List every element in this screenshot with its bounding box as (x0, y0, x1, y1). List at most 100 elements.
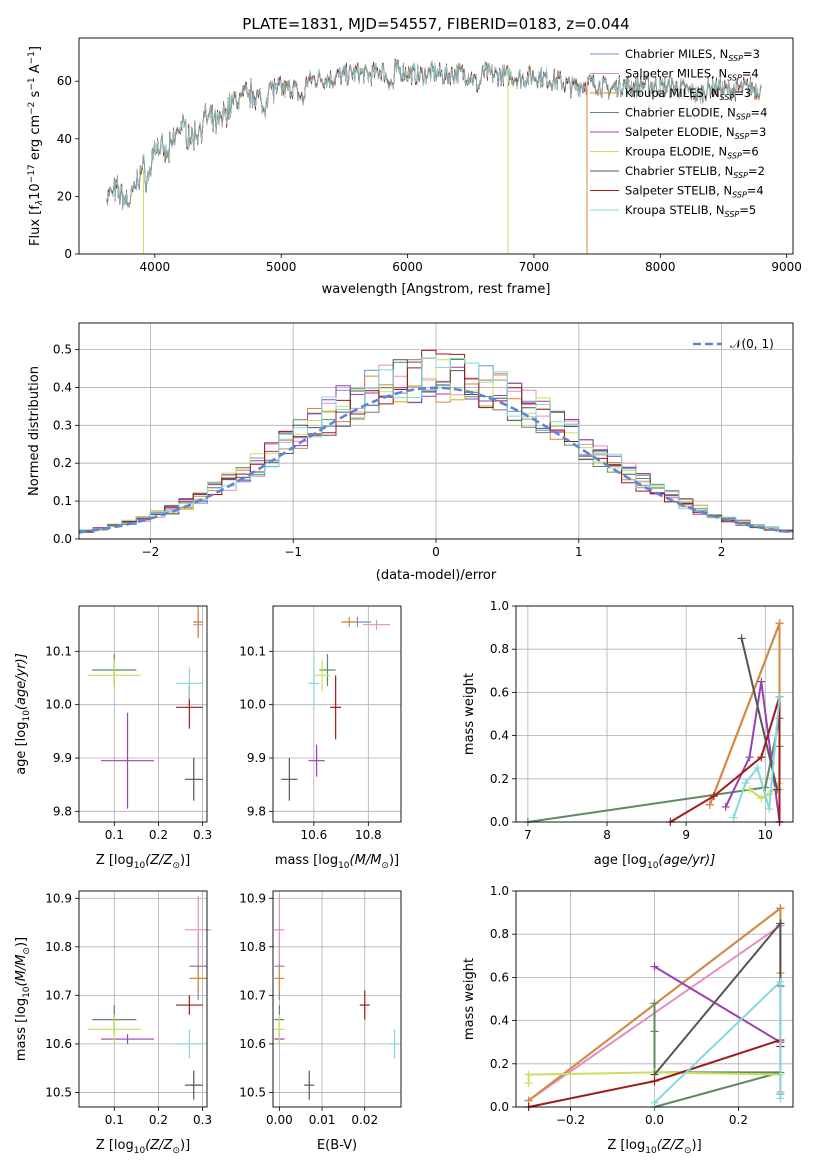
axis-label-text: (M/M (350, 853, 382, 868)
histogram-series (79, 349, 793, 533)
legend-series-name: Kroupa STELIB, N (625, 203, 725, 217)
x-tick-label: 10.8 (355, 828, 382, 842)
x-axis-label: wavelength [Angstrom, rest frame] (322, 282, 551, 297)
axis-label-text: (Z/Z (145, 853, 173, 868)
axes-frame (272, 890, 402, 1108)
axis-label-subscript: 10 (134, 861, 146, 871)
y-tick-label: 0.6 (490, 970, 509, 984)
y-tick-label: 0.8 (490, 927, 509, 941)
axis-label-text: (M/M (14, 955, 29, 987)
x-tick-label: 0.00 (266, 1113, 293, 1127)
y-tick-label: 10.0 (239, 698, 266, 712)
axis-label-text: Z [log (96, 1138, 134, 1153)
axis-label-subscript: 10 (338, 861, 350, 871)
axis-label-subscript: ⊙ (172, 1146, 180, 1156)
y-tick-label: 10.8 (45, 940, 72, 954)
axis-label-text: (age/yr)] (14, 653, 29, 710)
axis-label-text: (Z/Z (657, 1138, 685, 1153)
y-axis-label: mass weight (462, 673, 477, 755)
x-tick-label: 4000 (140, 260, 171, 274)
x-tick-label: 10 (758, 828, 773, 842)
legend-nssp-value: =4 (751, 106, 768, 120)
x-tick-label: 0.3 (193, 1113, 212, 1127)
gaussian-curve (78, 386, 794, 534)
legend-series-name: Chabrier MILES, N (625, 47, 728, 61)
x-tick-label: 1 (575, 545, 583, 559)
y-axis-label: age [log10(age/yr)] (14, 653, 32, 775)
x-tick-label: 8 (603, 828, 611, 842)
x-tick-label: 0 (432, 545, 440, 559)
axis-label-text: Flux [f (28, 205, 43, 246)
y-tick-label: 0.2 (53, 456, 72, 470)
legend-label: Salpeter MILES, NSSP=4 (625, 67, 759, 83)
axis-label-text: A (28, 64, 43, 77)
legend-nssp-value: =2 (748, 164, 765, 178)
y-tick-label: 10.8 (239, 940, 266, 954)
legend-nssp-value: =4 (742, 67, 759, 81)
axis-label-subscript: ⊙ (172, 861, 180, 871)
legend-subscript: SSP (720, 93, 735, 102)
spectrum-panel: 4000 5000 6000 7000 8000 9000 0 20 40 60 wavelengt… (27, 37, 802, 297)
legend-series-name: Chabrier ELODIE, N (625, 106, 736, 120)
y-tick-label: 0.4 (490, 729, 509, 743)
x-tick-label: 5000 (266, 260, 297, 274)
y-tick-label: 0 (64, 247, 72, 261)
y-tick-label: 0.6 (490, 685, 509, 699)
axis-label-text: )] (389, 853, 399, 868)
y-tick-label: 10.7 (239, 988, 266, 1002)
axis-label-text: erg cm (28, 115, 43, 164)
legend-series-name: Kroupa ELODIE, N (625, 145, 727, 159)
legend-nssp-value: =3 (749, 125, 766, 139)
legend-nssp-value: =3 (734, 86, 751, 100)
legend-subscript: SSP (728, 54, 743, 63)
axis-label-text: age [log (14, 722, 29, 775)
y-tick-label: 10.0 (45, 698, 72, 712)
y-axis-label: mass weight (462, 958, 477, 1040)
y-axis-label: mass [log10(M/M⊙)] (14, 937, 32, 1061)
y-tick-label: 10.1 (45, 644, 72, 658)
y-tick-label: 40 (57, 132, 72, 146)
y-tick-label: 9.8 (247, 804, 266, 818)
x-axis-label: Z [log10(Z/Z⊙)] (96, 853, 190, 871)
axis-label-text: )] (180, 1138, 190, 1153)
weight-line (527, 1071, 781, 1084)
y-tick-label: 9.9 (53, 751, 72, 765)
y-tick-label: 0.0 (53, 532, 72, 546)
x-tick-label: 0.2 (729, 1113, 748, 1127)
y-tick-label: 0.5 (53, 343, 72, 357)
axis-label-text: (age/yr)] (658, 853, 715, 868)
y-tick-label: 20 (57, 189, 72, 203)
x-axis-label: Z [log10(Z/Z⊙)] (607, 1138, 701, 1156)
age-vs-mass-panel: 10.6 10.8 9.8 9.9 10.0 10.1 mass [log10(M/M⊙)] (239, 605, 402, 871)
y-tick-label: 1.0 (490, 884, 509, 898)
axis-label-text: )] (692, 1138, 702, 1153)
axis-label-superscript: −17 (27, 164, 37, 183)
axis-label-text: 10 (28, 183, 43, 200)
y-axis-label: Normed distribution (27, 366, 42, 496)
axes-frame (78, 890, 208, 1108)
y-tick-label: 0.2 (490, 1057, 509, 1071)
legend-label: Kroupa ELODIE, NSSP=6 (625, 145, 759, 161)
axes-frame (78, 322, 794, 540)
x-tick-label: 0.2 (149, 1113, 168, 1127)
x-axis-label: age [log10(age/yr)] (594, 853, 716, 871)
axis-label-text: mass [log (14, 998, 29, 1061)
x-tick-label: −1 (284, 545, 302, 559)
legend-label: Salpeter ELODIE, NSSP=3 (625, 125, 766, 141)
legend-nssp-value: =6 (742, 145, 759, 159)
y-tick-label: 0.1 (53, 494, 72, 508)
x-tick-label: 0.3 (193, 828, 212, 842)
axis-label-text: )] (180, 853, 190, 868)
y-tick-label: 0.4 (53, 380, 72, 394)
x-tick-label: 10.6 (300, 828, 327, 842)
y-tick-label: 10.5 (45, 1085, 72, 1099)
x-axis-label: E(B-V) (317, 1138, 357, 1153)
y-axis-label: Flux [fλ10−17 erg cm−2 s−1 A−1] (27, 46, 45, 246)
legend-series-name: Kroupa MILES, N (625, 86, 720, 100)
weight-vs-metallicity-panel: −0.2 0.0 0.2 0.0 0.2 0.4 0.6 0.8 1.0 Z [log10(Z/Z… (462, 884, 794, 1156)
legend-nssp-value: =5 (739, 203, 756, 217)
y-tick-label: 60 (57, 74, 72, 88)
x-tick-label: 7000 (519, 260, 550, 274)
